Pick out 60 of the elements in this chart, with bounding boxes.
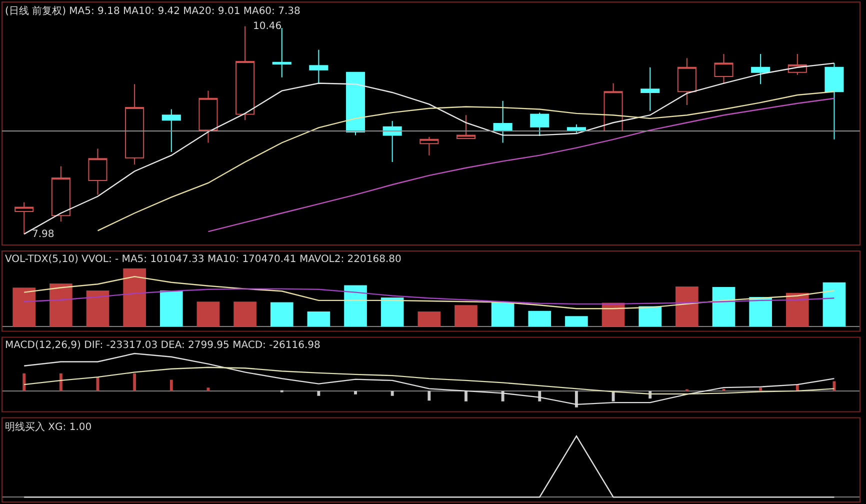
bar (344, 285, 367, 327)
annotation: 10.46 (253, 21, 282, 32)
bar (390, 390, 394, 396)
candlestick (309, 49, 328, 85)
bar (307, 312, 330, 327)
bar (380, 298, 404, 327)
bar (160, 290, 183, 327)
bar (86, 290, 110, 327)
bar (491, 302, 514, 327)
bar (638, 306, 662, 327)
candlestick (824, 62, 844, 140)
candlestick (14, 202, 34, 235)
bar (270, 302, 294, 327)
bar (206, 388, 210, 391)
bar (22, 373, 26, 391)
bar (317, 390, 320, 396)
bar (565, 316, 588, 327)
candlestick (236, 26, 255, 121)
bar (574, 390, 578, 408)
bar (234, 302, 256, 327)
candlestick (382, 120, 402, 163)
bar (50, 284, 72, 327)
candlestick (125, 84, 144, 166)
candlestick (420, 136, 439, 156)
candlestick (162, 108, 181, 152)
bar (822, 282, 846, 327)
bar (59, 373, 62, 391)
candlestick (714, 53, 734, 84)
bar (676, 286, 698, 327)
candlestick (456, 114, 476, 140)
chart-title: VOL-TDX(5,10) VVOL: - MA5: 101047.33 MA10: 170470.41 MAVOL2: 220168.80 (5, 254, 402, 265)
candlestick (493, 100, 512, 144)
bar (454, 305, 478, 327)
bar (528, 310, 552, 327)
candlestick (677, 58, 696, 106)
chart-title: MACD(12,26,9) DIF: -23317.03 DEA: 2799.95 MACD: -26116.98 (5, 340, 320, 351)
chart-title: 明线买入 XG: 1.00 (5, 421, 92, 433)
chart-title: (日线 前复权) MA5: 9.18 MA10: 9.42 MA20: 9.01 MA60: 7.38 (5, 5, 300, 17)
bar (464, 390, 468, 402)
candlestick (198, 90, 218, 144)
bar (759, 388, 762, 391)
bar (749, 296, 772, 327)
bar (418, 312, 441, 327)
candlestick (346, 72, 366, 136)
bar (712, 287, 736, 327)
candlestick (530, 112, 550, 137)
bar (133, 373, 136, 391)
bar (428, 390, 431, 401)
bar (170, 380, 173, 391)
candlestick (51, 166, 70, 222)
candlestick (640, 66, 660, 112)
candlestick (751, 53, 770, 85)
bar (786, 292, 809, 327)
candlestick (604, 82, 623, 132)
bar (196, 302, 220, 327)
bar (12, 288, 36, 327)
bar (123, 268, 146, 327)
bar (354, 390, 357, 394)
annotation: 7.98 (32, 229, 54, 240)
candlestick (88, 148, 108, 196)
